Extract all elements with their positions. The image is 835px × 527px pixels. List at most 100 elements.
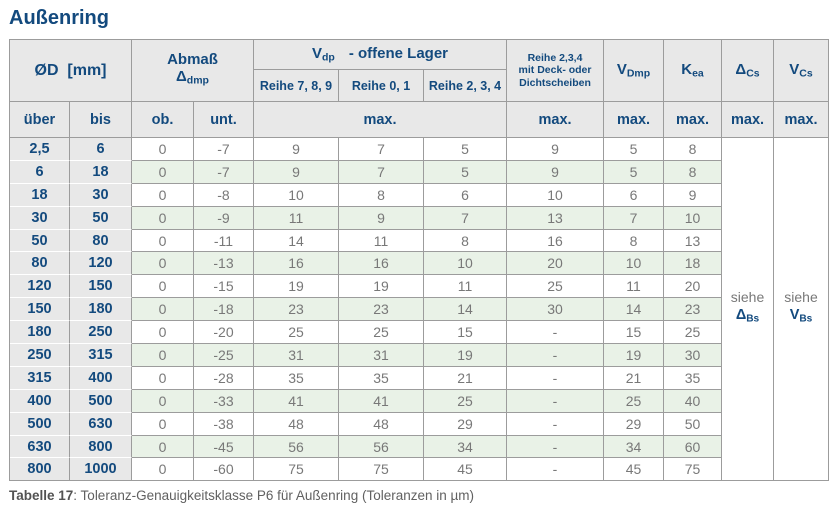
unt-header: unt. <box>194 102 254 138</box>
cell-r01: 48 <box>339 412 424 436</box>
cell-r01: 9 <box>339 206 424 230</box>
cell-unt: -38 <box>194 412 254 436</box>
cell-r789: 9 <box>254 160 339 184</box>
cell-ueber: 315 <box>10 366 70 390</box>
cell-unt: -7 <box>194 138 254 161</box>
cell-r789: 11 <box>254 206 339 230</box>
cell-r789: 25 <box>254 321 339 345</box>
cell-r01: 41 <box>339 389 424 413</box>
vcs-header: VCs <box>774 40 830 102</box>
cell-ob: 0 <box>132 412 194 436</box>
cell-kea: 20 <box>664 275 723 299</box>
cell-r234: 10 <box>424 252 508 276</box>
cell-unt: -28 <box>194 366 254 390</box>
cell-bis: 150 <box>70 275 132 299</box>
cell-vdmp: 29 <box>604 412 665 436</box>
cell-ob: 0 <box>132 298 194 322</box>
cell-r234: 5 <box>424 138 508 161</box>
table-row: 120 150 0 -15 19 19 11 25 11 20 <box>10 275 829 299</box>
cell-ueber: 500 <box>10 412 70 436</box>
vcs-reference-cell: siehe VBs <box>774 138 830 482</box>
header-row-2: Reihe 7, 8, 9 Reihe 0, 1 Reihe 2, 3, 4 <box>10 70 829 102</box>
cell-bis: 18 <box>70 160 132 184</box>
table-row: 2,5 6 0 -7 9 7 5 9 5 8 siehe ΔBs siehe VBs <box>10 138 830 482</box>
cell-sealed: 25 <box>507 275 605 299</box>
cell-kea: 35 <box>664 366 723 390</box>
cell-unt: -7 <box>194 160 254 184</box>
vdp-group-label: - offene Lager <box>348 45 449 63</box>
cell-ob: 0 <box>132 206 194 230</box>
cell-kea: 25 <box>664 321 723 345</box>
header-row-1: ØD [mm] Abmaß Δdmp Vdp - offene Lager Reih… <box>10 40 830 102</box>
table-caption: Tabelle 17: Toleranz-Genauigkeitsklasse … <box>9 488 835 503</box>
cell-vdmp: 34 <box>604 435 665 459</box>
table-row: 6 18 0 -7 9 7 5 9 5 8 <box>10 160 829 184</box>
cell-bis: 800 <box>70 435 132 459</box>
cell-ob: 0 <box>132 458 194 482</box>
cell-sealed: 20 <box>507 252 605 276</box>
cell-ueber: 80 <box>10 252 70 276</box>
cell-r234: 7 <box>424 206 508 230</box>
cell-ueber: 30 <box>10 206 70 230</box>
cell-sealed: - <box>507 389 605 413</box>
cell-ueber: 2,5 <box>10 138 70 161</box>
cell-vdmp: 15 <box>604 321 665 345</box>
max-header-vdp: max. <box>254 102 508 138</box>
cell-r01: 23 <box>339 298 424 322</box>
cell-sealed: - <box>507 366 605 390</box>
cell-bis: 80 <box>70 229 132 253</box>
cell-kea: 8 <box>664 160 723 184</box>
cell-ueber: 6 <box>10 160 70 184</box>
cell-sealed: 9 <box>507 138 605 161</box>
cell-ob: 0 <box>132 321 194 345</box>
cell-kea: 13 <box>664 229 723 253</box>
reihe-01-header: Reihe 0, 1 <box>339 70 424 102</box>
table-row: 50 80 0 -11 14 11 8 16 8 13 <box>10 229 829 253</box>
cell-r789: 48 <box>254 412 339 436</box>
abmass-header: Abmaß Δdmp <box>132 40 254 102</box>
cell-r01: 11 <box>339 229 424 253</box>
cell-r234: 8 <box>424 229 508 253</box>
cell-r234: 25 <box>424 389 508 413</box>
page: Außenring ØD [mm] Abmaß Δdmp Vdp - offene … <box>9 7 835 503</box>
delta-dmp-label: Δdmp <box>176 68 209 87</box>
tolerance-table: ØD [mm] Abmaß Δdmp Vdp - offene Lager Reih… <box>9 39 830 482</box>
max-header-vcs: max. <box>774 102 830 138</box>
table-header: ØD [mm] Abmaß Δdmp Vdp - offene Lager Reih… <box>10 40 830 138</box>
cell-sealed: - <box>507 412 605 436</box>
sealed-series-header: Reihe 2,3,4 mit Deck- oder Dichtscheiben <box>507 40 605 102</box>
cell-r789: 9 <box>254 138 339 161</box>
page-title: Außenring <box>9 7 109 29</box>
cell-r01: 7 <box>339 160 424 184</box>
cell-r789: 35 <box>254 366 339 390</box>
cell-vdmp: 5 <box>604 160 665 184</box>
cell-r234: 6 <box>424 183 508 207</box>
cell-ueber: 50 <box>10 229 70 253</box>
cell-r234: 21 <box>424 366 508 390</box>
cell-r01: 75 <box>339 458 424 482</box>
table-row: 500 630 0 -38 48 48 29-29 50 <box>10 412 829 436</box>
v-bs-label: VBs <box>789 307 813 325</box>
cell-bis: 400 <box>70 366 132 390</box>
cell-unt: -11 <box>194 229 254 253</box>
cell-ueber: 180 <box>10 321 70 345</box>
cell-vdmp: 7 <box>604 206 665 230</box>
cell-r01: 8 <box>339 183 424 207</box>
cell-r789: 56 <box>254 435 339 459</box>
cell-bis: 315 <box>70 344 132 367</box>
cell-unt: -15 <box>194 275 254 299</box>
cell-ob: 0 <box>132 183 194 207</box>
table-row: 315 400 0 -28 35 35 21-21 35 <box>10 366 829 390</box>
cell-kea: 23 <box>664 298 723 322</box>
cell-sealed: - <box>507 321 605 345</box>
cell-ueber: 400 <box>10 389 70 413</box>
cell-ob: 0 <box>132 435 194 459</box>
table-row: 250 315 0 -25 31 31 19-19 30 <box>10 344 829 367</box>
cell-r01: 35 <box>339 366 424 390</box>
table-row: 150 180 0 -18 23 23 14 30 14 23 <box>10 298 829 322</box>
reihe-234-header: Reihe 2, 3, 4 <box>424 70 508 102</box>
cell-vdmp: 6 <box>604 183 665 207</box>
reihe-789-header: Reihe 7, 8, 9 <box>254 70 339 102</box>
cell-r01: 7 <box>339 138 424 161</box>
cell-vdmp: 19 <box>604 344 665 367</box>
